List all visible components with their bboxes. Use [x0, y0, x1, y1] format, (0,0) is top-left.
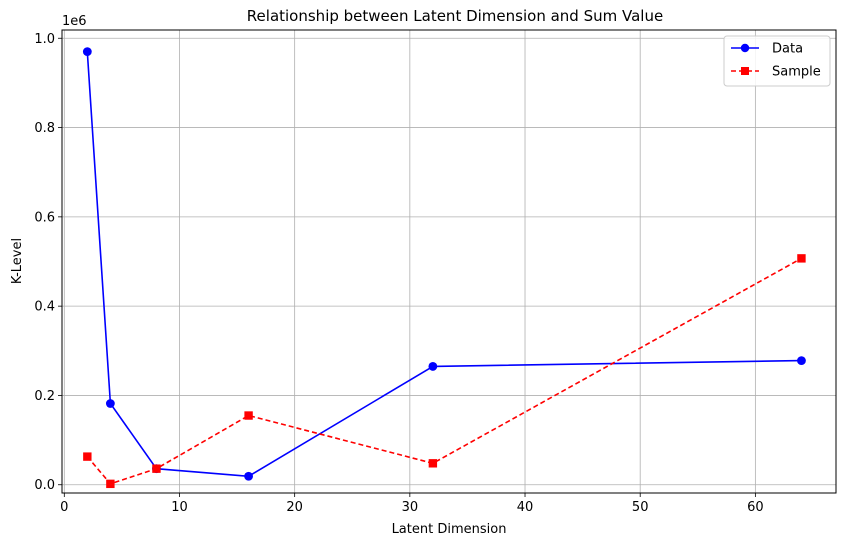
data-point-data	[244, 471, 253, 481]
chart-title: Relationship between Latent Dimension an…	[247, 7, 663, 25]
x-tick-label: 20	[286, 500, 303, 515]
x-tick-label: 10	[171, 500, 188, 515]
y-tick-label: 0.0	[34, 478, 55, 493]
y-tick-label: 0.6	[34, 210, 55, 225]
data-point-sample	[797, 254, 806, 263]
data-point-sample	[83, 452, 92, 461]
x-tick-label: 30	[402, 500, 419, 515]
x-axis-label: Latent Dimension	[392, 522, 507, 537]
legend-label-sample: Sample	[772, 65, 821, 80]
x-tick-label: 0	[60, 500, 68, 515]
x-tick-label: 50	[632, 500, 649, 515]
data-point-data	[797, 356, 806, 366]
series-layer	[82, 47, 806, 489]
data-point-sample	[106, 479, 115, 489]
y-tick-label: 1.0	[34, 32, 55, 47]
y-tick-label: 0.8	[34, 121, 55, 136]
y-tick-label: 0.4	[34, 300, 55, 315]
legend-marker-data	[740, 43, 750, 53]
y-offset-text: 1e6	[62, 14, 87, 29]
x-axis: 0 10 20 30 40 50 60	[60, 493, 764, 515]
legend: Data Sample	[723, 35, 831, 87]
legend-marker-sample	[741, 67, 749, 75]
x-tick-label: 60	[747, 500, 764, 515]
data-point-sample	[152, 464, 161, 473]
data-point-data	[428, 362, 438, 371]
data-point-data	[82, 47, 92, 57]
series-line-sample	[86, 257, 802, 485]
plot-frame	[61, 29, 837, 494]
legend-label-data: Data	[772, 42, 803, 57]
data-point-data	[105, 399, 115, 408]
x-tick-label: 40	[517, 500, 534, 515]
grid	[62, 30, 836, 493]
y-axis-label: K-Level	[10, 238, 25, 284]
series-line-data	[86, 51, 802, 478]
data-point-sample	[428, 459, 438, 468]
y-axis: 0.0 0.2 0.4 0.6 0.8 1.0	[34, 32, 62, 493]
y-tick-label: 0.2	[34, 389, 55, 404]
data-point-sample	[244, 411, 253, 420]
